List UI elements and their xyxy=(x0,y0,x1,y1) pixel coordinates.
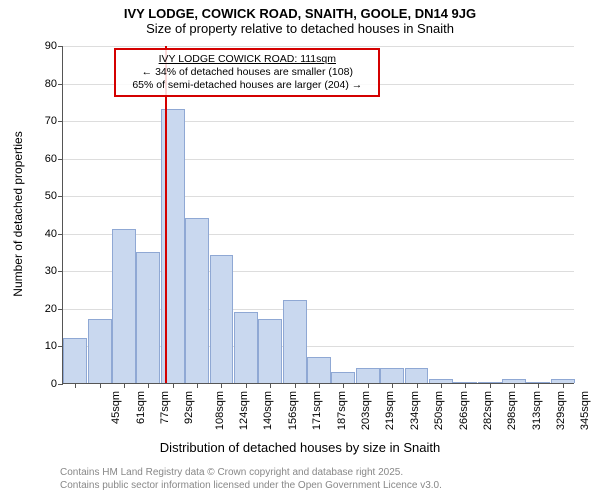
xtick-label: 345sqm xyxy=(578,391,592,430)
xtick-label: 298sqm xyxy=(504,391,518,430)
xtick-label: 313sqm xyxy=(529,391,543,430)
xtick-mark xyxy=(148,383,149,388)
histogram-bar xyxy=(307,357,331,383)
xtick-mark xyxy=(295,383,296,388)
histogram-bar xyxy=(112,229,136,383)
ytick-label: 80 xyxy=(45,78,63,90)
xtick-mark xyxy=(563,383,564,388)
xtick-mark xyxy=(319,383,320,388)
ytick-label: 20 xyxy=(45,303,63,315)
ytick-label: 30 xyxy=(45,265,63,277)
ytick-label: 90 xyxy=(45,40,63,52)
xtick-mark xyxy=(124,383,125,388)
histogram-bar xyxy=(63,338,87,383)
ytick-label: 60 xyxy=(45,153,63,165)
xtick-mark xyxy=(100,383,101,388)
xtick-label: 92sqm xyxy=(181,391,195,424)
xtick-label: 203sqm xyxy=(358,391,372,430)
xtick-mark xyxy=(490,383,491,388)
histogram-bar xyxy=(283,300,307,383)
xtick-label: 266sqm xyxy=(456,391,470,430)
xtick-label: 140sqm xyxy=(261,391,275,430)
xtick-mark xyxy=(392,383,393,388)
plot-area: 010203040506070809045sqm61sqm77sqm92sqm1… xyxy=(62,46,574,384)
histogram-bar xyxy=(331,372,355,383)
xtick-mark xyxy=(197,383,198,388)
xtick-mark xyxy=(514,383,515,388)
xtick-label: 124sqm xyxy=(236,391,250,430)
chart-title-block: IVY LODGE, COWICK ROAD, SNAITH, GOOLE, D… xyxy=(0,6,600,36)
xtick-label: 187sqm xyxy=(334,391,348,430)
histogram-bar xyxy=(405,368,429,383)
xtick-mark xyxy=(368,383,369,388)
xtick-label: 108sqm xyxy=(212,391,226,430)
y-axis-label: Number of detached properties xyxy=(11,64,25,364)
xtick-label: 282sqm xyxy=(480,391,494,430)
attribution-block: Contains HM Land Registry data © Crown c… xyxy=(60,466,442,492)
histogram-bar xyxy=(258,319,282,383)
x-axis-label: Distribution of detached houses by size … xyxy=(0,440,600,455)
histogram-bar xyxy=(161,109,185,383)
annotation-line-1: ← 34% of detached houses are smaller (10… xyxy=(122,66,372,79)
annotation-line-2: 65% of semi-detached houses are larger (… xyxy=(122,79,372,92)
histogram-bar xyxy=(136,252,160,383)
xtick-label: 77sqm xyxy=(157,391,171,424)
ytick-label: 40 xyxy=(45,228,63,240)
chart-title-2: Size of property relative to detached ho… xyxy=(0,21,600,36)
attribution-line-2: Contains public sector information licen… xyxy=(60,479,442,492)
xtick-label: 234sqm xyxy=(407,391,421,430)
xtick-label: 329sqm xyxy=(553,391,567,430)
annotation-title: IVY LODGE COWICK ROAD: 111sqm xyxy=(122,53,372,66)
xtick-mark xyxy=(270,383,271,388)
histogram-bar xyxy=(380,368,404,383)
histogram-bar xyxy=(185,218,209,383)
ytick-label: 10 xyxy=(45,340,63,352)
xtick-label: 156sqm xyxy=(285,391,299,430)
ytick-label: 0 xyxy=(51,378,63,390)
xtick-mark xyxy=(75,383,76,388)
histogram-bar xyxy=(88,319,112,383)
xtick-mark xyxy=(246,383,247,388)
xtick-mark xyxy=(465,383,466,388)
ytick-label: 70 xyxy=(45,115,63,127)
grid-line xyxy=(63,121,574,122)
xtick-mark xyxy=(173,383,174,388)
xtick-label: 61sqm xyxy=(133,391,147,424)
histogram-bar xyxy=(210,255,234,383)
xtick-label: 219sqm xyxy=(383,391,397,430)
annotation-box: IVY LODGE COWICK ROAD: 111sqm← 34% of de… xyxy=(114,48,380,97)
xtick-mark xyxy=(221,383,222,388)
xtick-mark xyxy=(343,383,344,388)
xtick-label: 171sqm xyxy=(309,391,323,430)
attribution-line-1: Contains HM Land Registry data © Crown c… xyxy=(60,466,442,479)
ytick-label: 50 xyxy=(45,190,63,202)
grid-line xyxy=(63,196,574,197)
xtick-mark xyxy=(417,383,418,388)
grid-line xyxy=(63,234,574,235)
histogram-bar xyxy=(356,368,380,383)
xtick-mark xyxy=(538,383,539,388)
chart-title-1: IVY LODGE, COWICK ROAD, SNAITH, GOOLE, D… xyxy=(0,6,600,21)
xtick-mark xyxy=(441,383,442,388)
xtick-label: 45sqm xyxy=(108,391,122,424)
xtick-label: 250sqm xyxy=(431,391,445,430)
histogram-bar xyxy=(234,312,258,383)
grid-line xyxy=(63,159,574,160)
